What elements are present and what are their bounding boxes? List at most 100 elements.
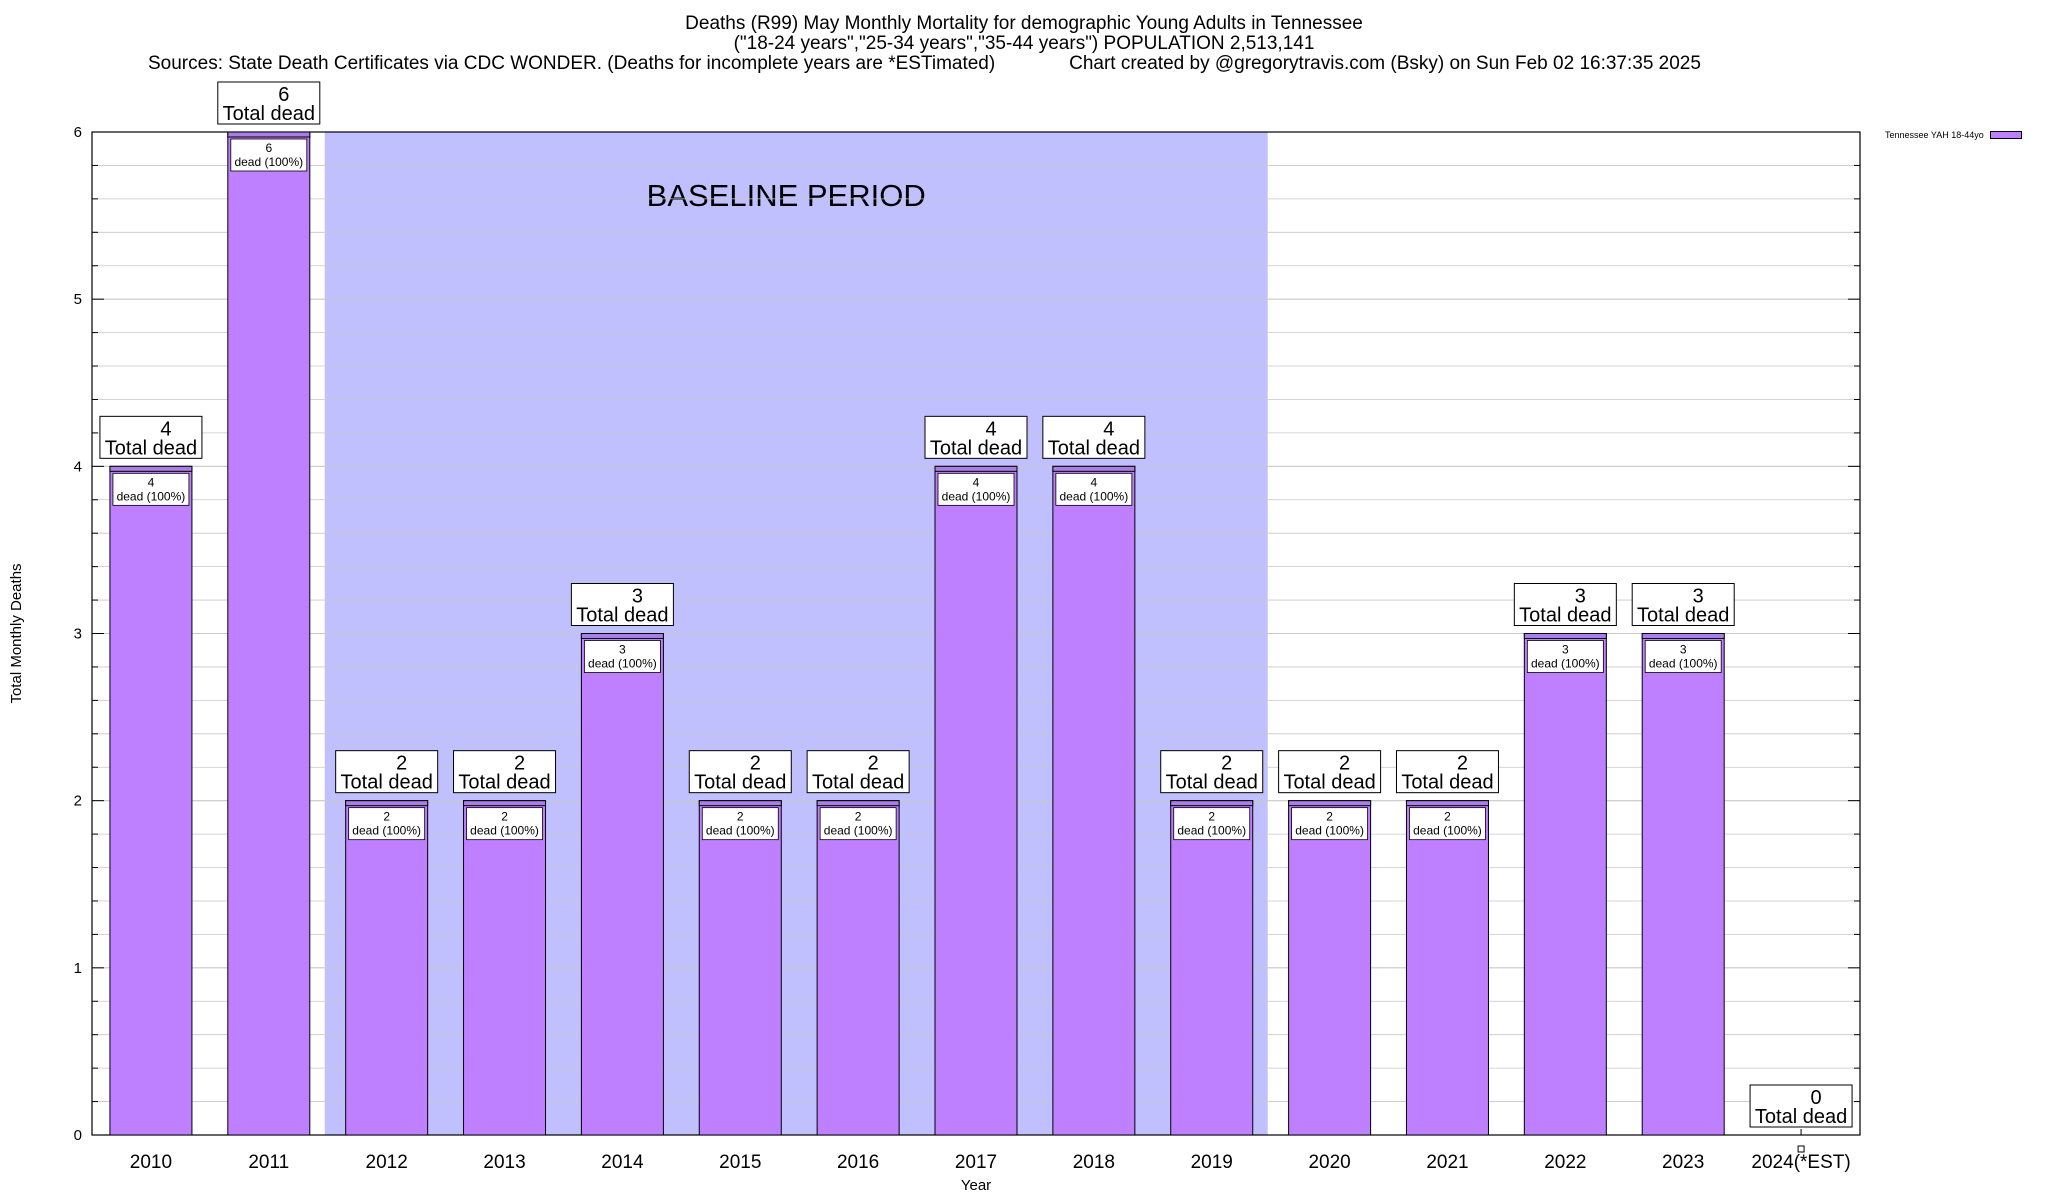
chart-subtitle: ("18-24 years","25-34 years","35-44 year…	[733, 33, 1315, 54]
top-label-box	[1631, 583, 1735, 626]
y-tick-label: 6	[74, 124, 82, 141]
top-label-value: 0	[1811, 1087, 1822, 1109]
inner-label-box	[1526, 640, 1604, 673]
inner-label-box	[1644, 640, 1722, 673]
bar	[227, 131, 311, 1136]
top-label-text: Total dead	[223, 103, 315, 125]
legend-series-label: Tennessee YAH 18-44yo	[1885, 130, 1984, 140]
top-label-box	[1395, 750, 1499, 794]
bar	[1523, 633, 1607, 1136]
inner-label-box	[937, 472, 1015, 506]
top-label-value: 3	[632, 586, 643, 608]
x-tick-label: 2010	[130, 1152, 172, 1173]
legend-swatch	[1989, 131, 2022, 139]
inner-label-value: 4	[1091, 475, 1098, 489]
inner-label-pct: dead (100%)	[1177, 824, 1246, 838]
inner-label-value: 4	[148, 475, 155, 489]
bar-top-band	[345, 800, 429, 807]
x-tick-label: 2023	[1662, 1152, 1704, 1173]
inner-label-pct: dead (100%)	[1413, 824, 1482, 838]
inner-label-pct: dead (100%)	[234, 155, 303, 169]
inner-label-value: 2	[383, 810, 390, 824]
inner-label-value: 2	[501, 810, 508, 824]
chart-title: Deaths (R99) May Monthly Mortality for d…	[685, 13, 1363, 34]
y-tick-label: 1	[74, 960, 82, 977]
inner-label-box	[1173, 807, 1251, 841]
chart-credit: Chart created by @gregorytravis.com (Bsk…	[1069, 53, 1701, 74]
top-label-text: Total dead	[1048, 437, 1140, 459]
chart-sources: Sources: State Death Certificates via CD…	[148, 53, 996, 74]
inner-label-box	[701, 807, 779, 841]
top-label-box	[217, 81, 321, 125]
bar-top-band	[1052, 465, 1136, 472]
bar-top-band	[1405, 800, 1489, 807]
inner-label-pct: dead (100%)	[824, 824, 893, 838]
top-label-box	[806, 750, 910, 794]
top-label-value: 2	[868, 753, 879, 775]
bar	[463, 800, 547, 1136]
inner-label-pct: dead (100%)	[706, 824, 775, 838]
top-label-text: Total dead	[1166, 772, 1258, 794]
top-label-value: 6	[278, 84, 289, 106]
bar	[698, 800, 782, 1136]
y-tick-label: 5	[74, 291, 82, 308]
top-label-text: Total dead	[341, 772, 433, 794]
bar	[1170, 800, 1254, 1136]
inner-label-value: 2	[737, 810, 744, 824]
inner-label-box	[1291, 807, 1368, 841]
bar-top-band	[816, 800, 900, 807]
top-label-box	[99, 415, 203, 459]
inner-label-box	[348, 807, 426, 841]
baseline-label: BASELINE PERIOD	[647, 178, 926, 213]
inner-label-pct: dead (100%)	[1531, 657, 1600, 671]
y-tick-label: 4	[74, 458, 82, 475]
bar-top-band	[227, 131, 311, 138]
bar	[816, 800, 900, 1136]
chart-sources-credit: Sources: State Death Certificates via CD…	[0, 54, 2048, 74]
top-label-box	[1513, 583, 1617, 626]
inner-label-box	[819, 807, 897, 841]
x-tick-label: 2011	[248, 1152, 289, 1173]
top-label-value: 2	[1457, 753, 1468, 775]
y-tick-label: 2	[74, 793, 82, 810]
bar-top-band	[109, 465, 193, 472]
inner-label-value: 3	[1562, 643, 1569, 657]
top-label-value: 4	[985, 418, 996, 440]
top-label-text: Total dead	[576, 605, 668, 627]
bar	[345, 800, 429, 1136]
top-label-text: Total dead	[930, 437, 1022, 459]
inner-label-value: 4	[973, 475, 980, 489]
top-label-value: 4	[1103, 418, 1114, 440]
bar	[1288, 800, 1372, 1136]
bar-top-band	[1641, 633, 1725, 639]
inner-label-pct: dead (100%)	[942, 489, 1011, 503]
top-label-box	[1278, 750, 1382, 794]
top-label-value: 3	[1693, 586, 1704, 608]
bar-top-band	[1170, 800, 1254, 807]
top-label-text: Total dead	[1401, 772, 1493, 794]
top-label-box	[924, 415, 1028, 459]
inner-label-value: 2	[1444, 810, 1451, 824]
top-label-text: Total dead	[1637, 605, 1729, 627]
inner-label-pct: dead (100%)	[1060, 489, 1129, 503]
bar-top-band	[580, 633, 664, 639]
bar-top-band	[1288, 800, 1372, 807]
top-label-text: Total dead	[1519, 605, 1611, 627]
inner-label-box	[1055, 472, 1133, 506]
top-label-box	[1042, 415, 1146, 459]
top-label-text: Total dead	[458, 772, 550, 794]
x-tick-label: 2015	[719, 1152, 761, 1173]
inner-label-value: 2	[1208, 810, 1215, 824]
inner-label-value: 6	[265, 141, 272, 155]
top-label-box	[335, 750, 439, 794]
bar	[934, 465, 1018, 1136]
x-tick-label: 2018	[1073, 1152, 1115, 1173]
x-tick-label: 2016	[837, 1152, 879, 1173]
bar	[1052, 465, 1136, 1136]
chart-title-block: Deaths (R99) May Monthly Mortality for d…	[0, 14, 2048, 74]
chart-legend: Tennessee YAH 18-44yo	[1885, 130, 2022, 140]
top-label-box	[1749, 1084, 1853, 1128]
top-label-text: Total dead	[1283, 772, 1375, 794]
inner-label-pct: dead (100%)	[470, 824, 539, 838]
x-tick-label: 2024(*EST)	[1751, 1152, 1850, 1173]
